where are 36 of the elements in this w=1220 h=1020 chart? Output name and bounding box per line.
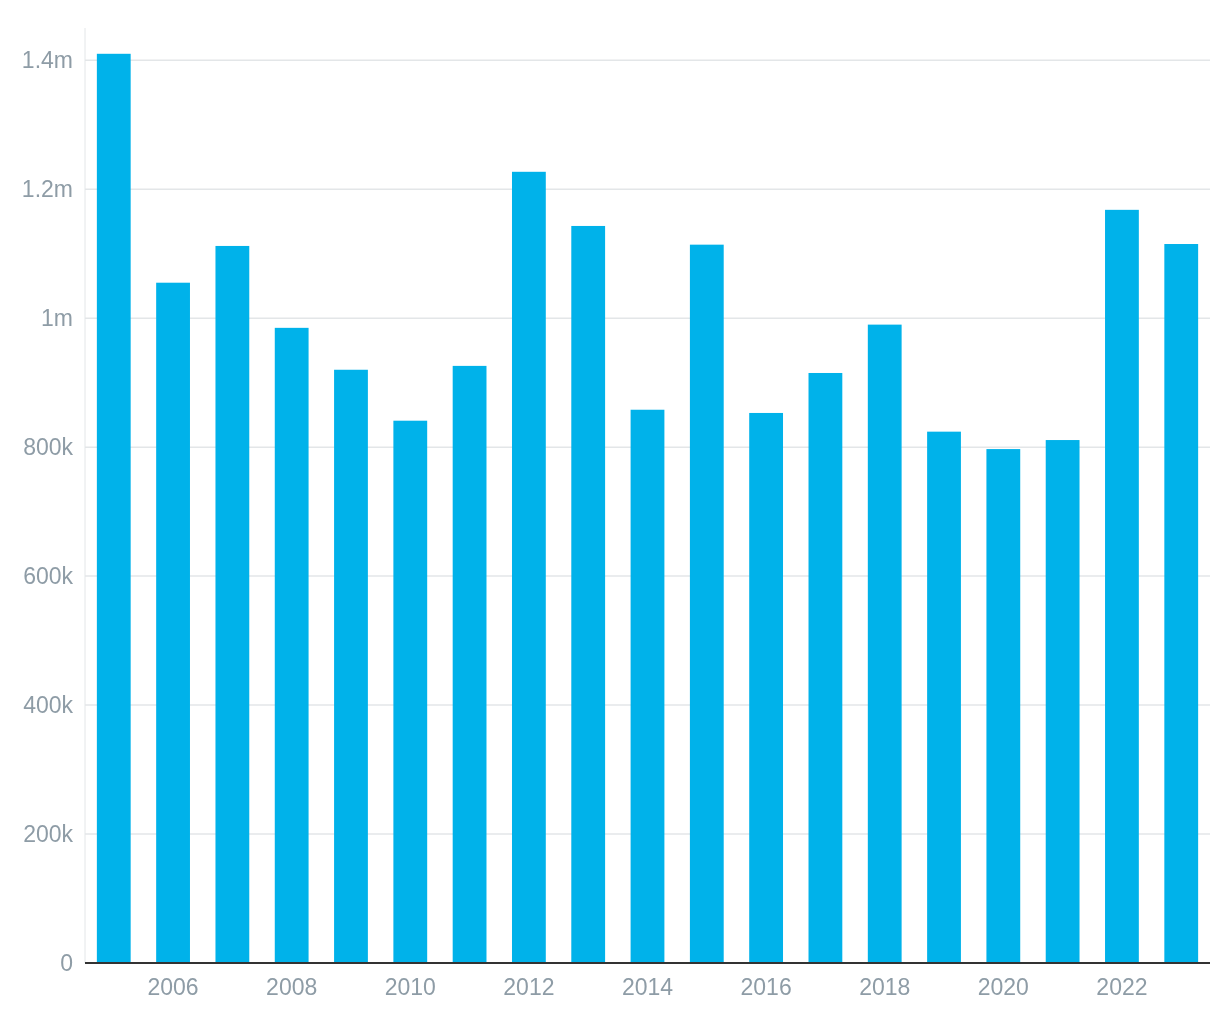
y-tick-label: 600k <box>23 562 74 589</box>
x-tick-label: 2014 <box>621 974 674 1001</box>
bar <box>867 324 902 963</box>
bar <box>808 372 843 963</box>
bar <box>1045 440 1080 963</box>
bar <box>393 420 428 963</box>
bar <box>630 409 665 963</box>
y-tick-label: 1.4m <box>21 47 73 74</box>
bar <box>1164 244 1199 963</box>
x-tick-label: 2018 <box>859 974 911 1001</box>
bar <box>749 412 784 963</box>
x-tick-label: 2010 <box>384 974 436 1001</box>
x-tick-label: 2016 <box>740 974 792 1001</box>
bar <box>334 369 368 963</box>
y-tick-label: 200k <box>23 820 74 847</box>
bar <box>571 225 606 963</box>
bar <box>511 171 546 963</box>
bar <box>927 431 961 963</box>
y-tick-label: 1.2m <box>21 176 73 203</box>
bar <box>215 245 250 963</box>
y-tick-label: 800k <box>23 434 74 460</box>
x-tick-label: 2006 <box>147 974 199 1001</box>
x-tick-label: 2012 <box>503 974 555 1001</box>
bar <box>96 53 131 963</box>
bar <box>452 365 487 963</box>
bar <box>156 282 190 963</box>
x-tick-label: 2022 <box>1096 974 1148 1001</box>
y-tick-label: 0 <box>60 949 73 976</box>
bar <box>986 449 1021 963</box>
x-tick-label: 2020 <box>977 974 1029 1001</box>
y-tick-label: 400k <box>23 691 74 718</box>
x-tick-label: 2008 <box>266 974 318 1001</box>
y-tick-label: 1m <box>41 305 73 332</box>
bar <box>1105 209 1139 963</box>
bar <box>689 244 724 963</box>
bar <box>274 327 309 963</box>
